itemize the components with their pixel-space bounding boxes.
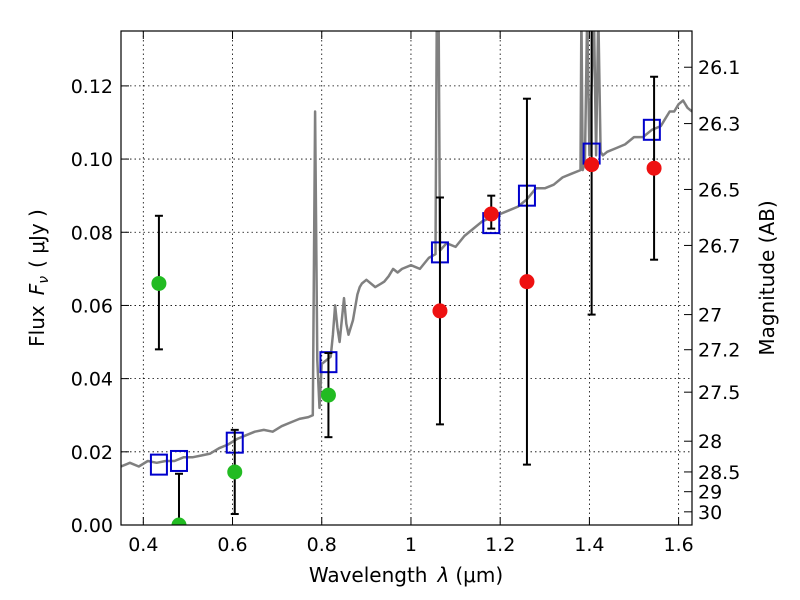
data-point bbox=[151, 275, 167, 291]
y-tick-label: 0.10 bbox=[71, 149, 113, 171]
x-tick-label: 1.2 bbox=[485, 534, 515, 556]
data-point bbox=[432, 303, 448, 319]
y-axis-label-symbol: F bbox=[25, 283, 49, 295]
data-point bbox=[483, 206, 499, 222]
y2-tick-label: 27 bbox=[698, 305, 722, 327]
y-axis-label-text: Flux bbox=[25, 305, 49, 347]
y-tick-label: 0.04 bbox=[71, 369, 113, 391]
x-tick-label: 0.4 bbox=[128, 534, 158, 556]
x-axis-label-symbol: λ bbox=[437, 563, 450, 587]
y2-tick-label: 28.5 bbox=[698, 462, 740, 484]
model-square bbox=[642, 118, 661, 141]
x-axis-label-unit: (μm) bbox=[455, 563, 503, 587]
x-axis-label-text: Wavelength bbox=[309, 563, 428, 587]
data-point bbox=[227, 464, 243, 480]
y-tick-label: 0.02 bbox=[71, 442, 113, 464]
y2-tick-label: 26.5 bbox=[698, 179, 740, 201]
y2-tick-label: 29 bbox=[698, 482, 722, 504]
model-square bbox=[169, 449, 188, 472]
y-axis-label-unit: ( μJy ) bbox=[25, 209, 49, 268]
data-point bbox=[584, 157, 600, 173]
x-tick-label: 1.4 bbox=[574, 534, 604, 556]
y2-tick-label: 27.5 bbox=[698, 382, 740, 404]
y-axis-label-subscript: ν bbox=[36, 276, 52, 284]
x-tick-label: 0.8 bbox=[307, 534, 337, 556]
y-axis-title: Flux Fν ( μJy ) bbox=[25, 209, 52, 347]
y-tick-label: 0.08 bbox=[71, 222, 113, 244]
y2-tick-label: 30 bbox=[698, 502, 722, 524]
y2-axis-title: Magnitude (AB) bbox=[755, 200, 779, 355]
y2-tick-label: 26.7 bbox=[698, 235, 740, 257]
data-point bbox=[171, 517, 187, 525]
y2-tick-label: 28 bbox=[698, 431, 722, 453]
y2-tick-label: 26.1 bbox=[698, 57, 740, 79]
x-tick-label: 1.6 bbox=[664, 534, 694, 556]
data-point bbox=[320, 387, 336, 403]
y2-tick-label: 26.3 bbox=[698, 114, 740, 136]
data-point bbox=[646, 160, 662, 176]
y-tick-label: 0.06 bbox=[71, 295, 113, 317]
x-tick-label: 0.6 bbox=[217, 534, 247, 556]
x-axis-title: Wavelength λ (μm) bbox=[309, 563, 503, 587]
spectrum-line bbox=[121, 31, 692, 468]
data-point bbox=[519, 274, 535, 290]
y-tick-label: 0.00 bbox=[71, 515, 113, 537]
plot-frame bbox=[120, 30, 693, 526]
ticks: 0.4 0.6 0.8 1 1.2 1.4 1.6 0.00 0.02 0.04 0.06 0.08 0… bbox=[71, 31, 740, 556]
y2-tick-label: 27.2 bbox=[698, 340, 740, 362]
x-tick-label: 1 bbox=[405, 534, 417, 556]
model-square bbox=[149, 453, 168, 476]
y-tick-label: 0.12 bbox=[71, 76, 113, 98]
